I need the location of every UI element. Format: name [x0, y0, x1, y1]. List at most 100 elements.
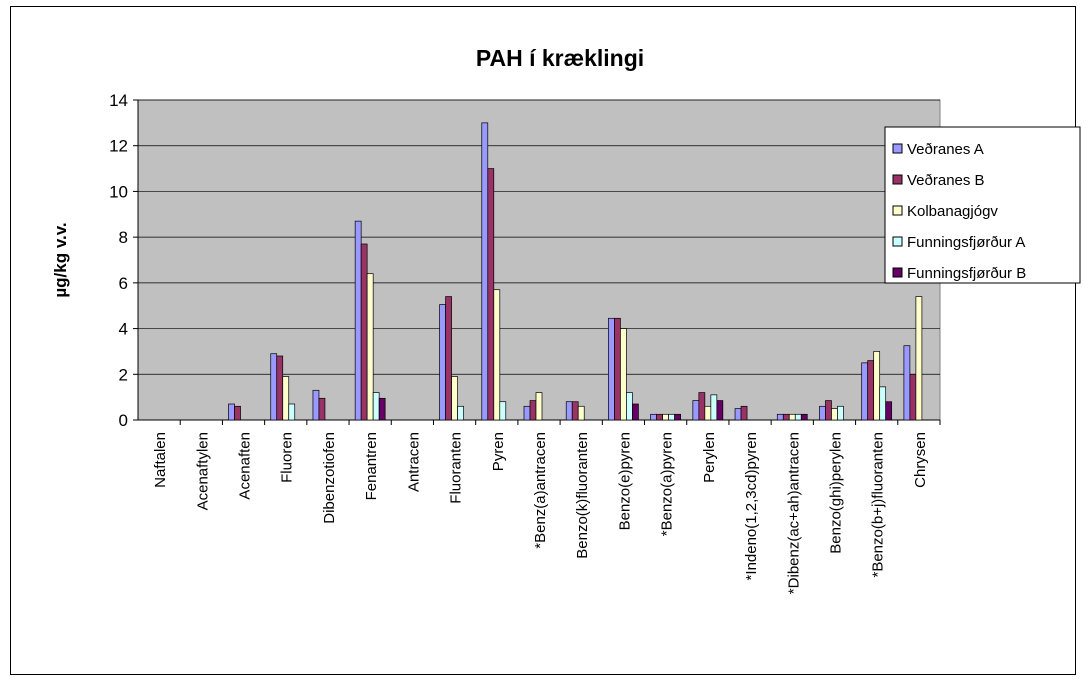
bar	[885, 401, 893, 421]
bar	[439, 304, 446, 421]
legend	[884, 126, 1081, 284]
bar	[565, 401, 573, 421]
bar	[632, 403, 639, 421]
bar	[571, 401, 579, 421]
chart-title: PAH í kræklingi	[476, 45, 644, 71]
bar	[879, 386, 887, 421]
bar	[360, 243, 368, 421]
bar	[650, 413, 657, 421]
bar	[487, 168, 495, 421]
bar	[451, 376, 458, 421]
x-tick-label: Perylen	[701, 432, 718, 483]
bar	[800, 413, 808, 421]
x-tick-label: *Dibenz(ac+ah)antracen	[785, 432, 802, 594]
legend-swatch	[892, 236, 903, 247]
x-tick-label: Antracen	[405, 432, 422, 492]
bar	[493, 289, 501, 421]
x-tick-label: Benzo(e)pyren	[616, 432, 633, 530]
x-tick-label: Dibenzotiofen	[321, 432, 338, 524]
y-tick-label: 10	[109, 182, 128, 201]
legend-label: Veðranes B	[907, 172, 985, 189]
bar	[535, 392, 543, 421]
x-tick-label: Acenaften	[237, 432, 254, 500]
bar	[529, 400, 537, 421]
y-tick-label: 0	[119, 411, 128, 430]
bar	[668, 413, 675, 421]
bar	[354, 220, 362, 421]
bar	[270, 353, 278, 421]
x-tick-label: *Benz(a)antracen	[532, 432, 549, 549]
y-tick-label: 2	[119, 365, 128, 384]
x-tick-label: Benzo(k)fluoranten	[574, 432, 591, 559]
bar	[909, 373, 917, 421]
bar	[692, 400, 700, 421]
bar	[794, 413, 802, 421]
legend-swatch	[892, 267, 903, 278]
bar	[776, 413, 784, 421]
bar	[861, 362, 869, 421]
bar	[837, 405, 844, 421]
y-axis-label: µg/kg v.v.	[51, 222, 70, 297]
y-tick-label: 8	[119, 228, 128, 247]
bar	[674, 413, 681, 421]
plot-area	[137, 99, 941, 421]
bar	[276, 355, 284, 421]
bar	[656, 413, 663, 421]
bar	[523, 405, 531, 421]
bar	[318, 397, 326, 421]
x-tick-label: Fluoranten	[448, 432, 465, 504]
legend-swatch	[892, 205, 903, 216]
bar	[873, 351, 881, 421]
x-tick-label: Pyren	[490, 432, 507, 471]
bar	[614, 317, 621, 421]
bar	[445, 296, 452, 421]
x-tick-label: Naftalen	[152, 432, 169, 488]
x-tick-label: Fluoren	[279, 432, 296, 483]
bar	[867, 360, 875, 421]
bar	[740, 405, 748, 421]
bar	[819, 405, 826, 421]
bar	[704, 405, 712, 421]
x-tick-label: *Benzo(a)pyren	[659, 432, 676, 536]
bar	[662, 413, 669, 421]
bar	[282, 376, 290, 421]
bar	[716, 400, 724, 421]
bar	[698, 392, 706, 421]
bar	[825, 400, 832, 421]
legend-label: Funningsfjørður B	[907, 265, 1026, 282]
bar	[620, 328, 627, 421]
bar	[577, 405, 585, 421]
bar	[457, 405, 464, 421]
bar	[788, 413, 796, 421]
bar	[312, 389, 320, 421]
bar	[372, 392, 380, 421]
y-tick-label: 4	[119, 320, 128, 339]
bar	[228, 403, 235, 421]
bar	[710, 394, 718, 421]
bar	[234, 405, 241, 421]
bar	[626, 392, 633, 421]
x-tick-label: Acenaftylen	[194, 432, 211, 510]
legend-label: Funningsfjørður A	[907, 234, 1025, 251]
y-tick-label: 12	[109, 137, 128, 156]
bar	[499, 401, 507, 421]
bar	[608, 317, 615, 421]
bar	[378, 397, 386, 421]
y-tick-label: 6	[119, 274, 128, 293]
legend-label: Kolbanagjógv	[907, 203, 998, 220]
x-tick-label: *Indeno(1,2,3cd)pyren	[743, 432, 760, 580]
legend-swatch	[892, 174, 903, 185]
legend-label: Veðranes A	[907, 141, 984, 158]
bar	[831, 408, 838, 421]
y-tick-label: 14	[109, 91, 128, 110]
bar	[915, 296, 923, 421]
x-tick-label: Fenantren	[363, 432, 380, 500]
x-tick-label: Chrysen	[912, 432, 929, 488]
bar	[481, 122, 489, 421]
bar	[782, 413, 790, 421]
bar	[734, 408, 742, 421]
x-tick-label: Benzo(ghi)perylen	[827, 432, 844, 554]
bar	[903, 345, 911, 421]
x-tick-label: *Benzo(b+j)fluoranten	[870, 432, 887, 578]
